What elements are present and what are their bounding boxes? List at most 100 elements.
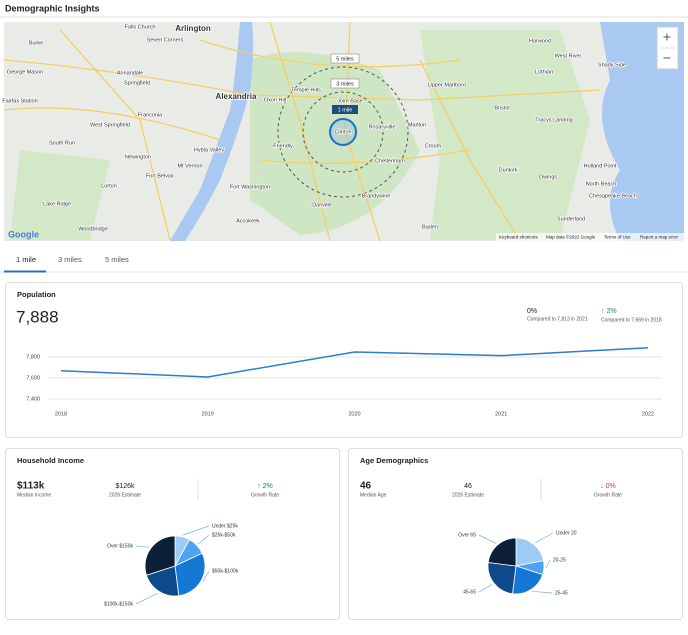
map-label: Harwood	[529, 38, 551, 44]
stat-value: ↓ 0%	[600, 483, 616, 490]
map-label: Fort Belvoir	[146, 173, 174, 179]
stat-label: 2026 Estimate	[109, 492, 141, 498]
park	[250, 52, 420, 235]
leader-line	[478, 584, 493, 593]
leader-line	[182, 525, 210, 536]
x-tick-label: 2021	[495, 411, 507, 417]
x-tick-label: 2018	[55, 411, 67, 417]
leader-line	[198, 534, 210, 545]
tab[interactable]: 5 miles	[105, 255, 129, 264]
map-label: Alexandria	[216, 92, 257, 101]
map-footer[interactable]: Report a map error	[640, 235, 679, 240]
map-label: Joint Base	[337, 98, 363, 104]
population-value: 7,888	[16, 307, 59, 326]
leader-line	[202, 570, 210, 582]
park	[420, 30, 590, 240]
leader-line	[478, 534, 497, 544]
map-label: Owings	[539, 174, 558, 180]
map-label: Brandywine	[362, 193, 391, 199]
stat-value: $113k	[17, 481, 45, 492]
map-label: Temple Hills	[291, 87, 321, 93]
leader-line	[534, 532, 554, 544]
radius-label: 3 miles	[336, 81, 354, 87]
pie-slice	[512, 565, 544, 595]
tab[interactable]: 3 miles	[58, 255, 82, 264]
change: ↑ 2%	[601, 308, 617, 315]
pie-slice	[144, 535, 176, 576]
y-tick-label: 7,400	[26, 396, 40, 402]
pie-label: $25k-$50k	[212, 532, 236, 538]
map[interactable]: 5 miles 3 miles 1 mile Falls Church Arlin…	[2, 21, 684, 242]
roads	[3, 21, 601, 242]
pie-label: Under $25k	[212, 523, 238, 529]
map-label: Woodbridge	[78, 226, 108, 232]
stat-value: 46	[464, 483, 472, 490]
stat-label: Median Income	[17, 492, 51, 498]
map-label: Mt Vernon	[177, 163, 202, 169]
y-tick-label: 7,800	[26, 354, 40, 360]
radius-3	[302, 91, 384, 173]
map-label: Arlington	[175, 24, 211, 33]
map-label: Seven Corners	[147, 37, 184, 43]
map-label: Hybla Valley	[194, 147, 224, 153]
radius-5	[277, 66, 409, 198]
income-card	[5, 448, 340, 620]
map-label: Springfield	[124, 80, 150, 86]
zoom-out[interactable]: −	[663, 50, 671, 66]
map-label: Clinton	[334, 129, 351, 135]
map-footer: Map data ©2022 Google	[546, 234, 596, 240]
map-label: South Run	[49, 140, 75, 146]
pie-slice	[515, 537, 544, 567]
map-label: Bristol	[494, 105, 509, 111]
stat-label: Growth Rate	[594, 492, 622, 498]
stat-label: Median Age	[360, 492, 387, 498]
water	[600, 22, 684, 241]
change: 0%	[527, 308, 537, 315]
leader-line	[135, 592, 159, 605]
zoom-in[interactable]: +	[663, 29, 671, 45]
map-label: George Mason	[7, 69, 43, 75]
map-footer[interactable]: Keyboard shortcuts	[499, 235, 539, 240]
map-label: Croom	[425, 143, 442, 149]
pie-label: $50k-$100k	[212, 568, 239, 574]
map-footer-bg	[496, 233, 684, 241]
map-label: Baden	[422, 224, 438, 230]
map-label: Rosaryville	[369, 124, 396, 130]
pie-slice	[145, 565, 180, 597]
line	[60, 347, 649, 378]
pie-label: Over $150k	[107, 543, 133, 549]
map-label: Shady Side	[598, 62, 626, 68]
pie-label: $100k-$150k	[104, 601, 133, 607]
pie-slice	[487, 537, 517, 567]
park	[10, 150, 110, 240]
map-label: Accokeek	[236, 218, 260, 224]
map-label: Upper Marlboro	[428, 82, 466, 88]
map-footer[interactable]: Terms of Use	[604, 235, 631, 240]
change-note: Compared to 7,669 in 2018	[601, 317, 662, 323]
x-tick-label: 2019	[202, 411, 214, 417]
radius-tag	[332, 105, 358, 114]
stat-label: 2026 Estimate	[452, 492, 484, 498]
tab[interactable]: 1 mile	[16, 255, 36, 264]
map-label: Lake Ridge	[43, 201, 71, 207]
map-label: Sunderland	[557, 216, 585, 222]
pie-slice	[487, 562, 517, 595]
x-tick-label: 2020	[348, 411, 360, 417]
leader-line	[532, 590, 553, 594]
radius-1	[329, 118, 357, 146]
map-logo: Google	[8, 229, 39, 239]
x-tick-label: 2022	[642, 411, 654, 417]
pie-slice	[174, 552, 206, 597]
change-note: Compared to 7,813 in 2021	[527, 316, 588, 322]
pie-label: 20-25	[553, 557, 566, 563]
map-label: Fort Washington	[230, 184, 270, 190]
map-label: Holland Point	[584, 163, 617, 169]
y-tick-label: 7,600	[26, 375, 40, 381]
pie-label: Under 20	[556, 530, 577, 536]
leader-line	[545, 559, 551, 569]
map-label: Chesapeake Beach	[589, 193, 637, 199]
leader-line	[135, 545, 150, 548]
map-label: Marlton	[408, 122, 426, 128]
